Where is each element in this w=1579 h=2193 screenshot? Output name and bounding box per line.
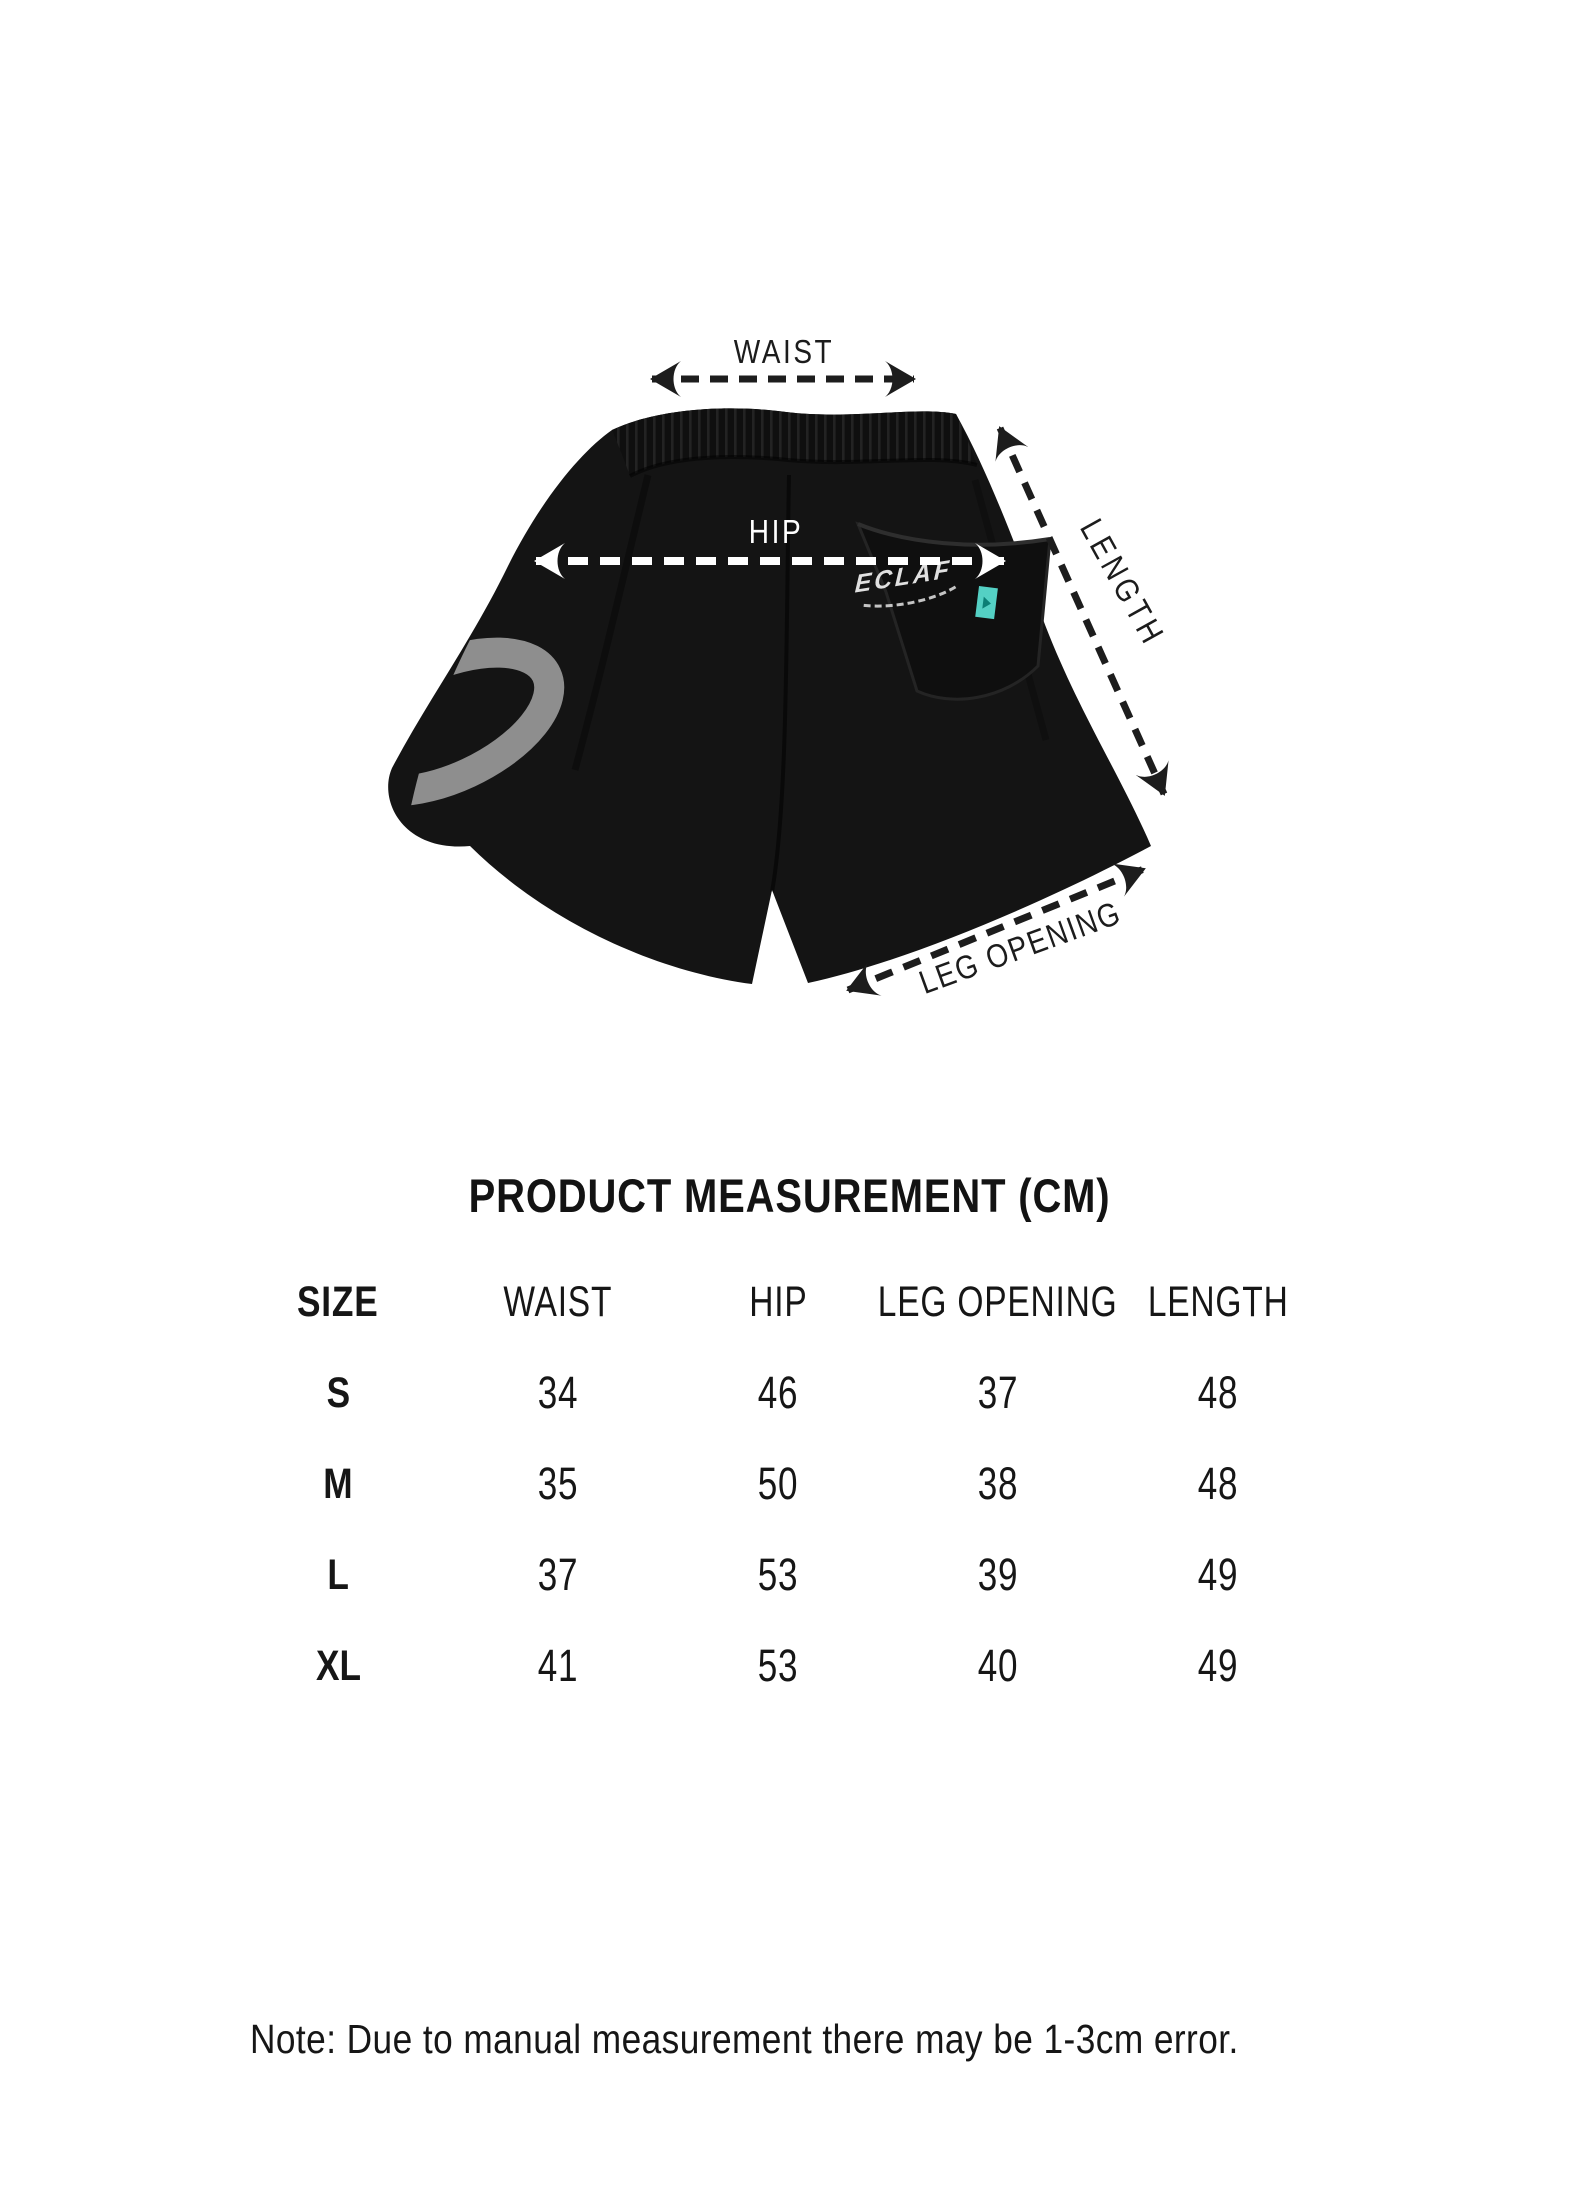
page-title-text: PRODUCT MEASUREMENT (CM) — [468, 1169, 1111, 1222]
col-header-length: LENGTH — [1147, 1277, 1289, 1326]
hip-value: 53 — [757, 1549, 799, 1600]
logo-scribble — [863, 584, 959, 608]
waist-value: 37 — [537, 1549, 579, 1600]
waist-value: 35 — [537, 1458, 579, 1509]
waist-value: 41 — [537, 1640, 579, 1691]
col-header-waist: WAIST — [503, 1277, 613, 1326]
center-seam — [770, 474, 791, 893]
length-value: 48 — [1197, 1367, 1239, 1418]
length-value: 49 — [1197, 1549, 1239, 1600]
length-value: 49 — [1197, 1640, 1239, 1691]
size-label: XL — [315, 1641, 361, 1690]
measurement-note: Note: Due to manual measurement there ma… — [250, 2016, 1400, 2063]
leg-opening-value: 39 — [977, 1549, 1019, 1600]
waist-value: 34 — [537, 1367, 579, 1418]
measurement-note-text: Note: Due to manual measurement there ma… — [250, 2016, 1239, 2062]
teal-tag — [975, 586, 998, 620]
size-label: S — [326, 1368, 350, 1417]
page-title: PRODUCT MEASUREMENT (CM) — [0, 1168, 1579, 1223]
leg-opening-arrow — [846, 863, 1146, 996]
leg-opening-value: 37 — [977, 1367, 1019, 1418]
hip-arrow-label: HIP — [749, 514, 803, 551]
shorts-measurement-figure: ECLAF WAIST HIP LENGTH LEG OPENING — [388, 334, 1172, 1001]
size-label: L — [327, 1550, 349, 1599]
col-header-leg-opening: LEG OPENING — [878, 1277, 1118, 1326]
waist-arrow-label: WAIST — [734, 334, 834, 371]
length-value: 48 — [1197, 1458, 1239, 1509]
measurement-table: SIZE WAIST HIP LEG OPENING LENGTH S 34 4… — [228, 1274, 1328, 1694]
waistband-shadow — [629, 454, 978, 478]
leg-opening-value: 38 — [977, 1458, 1019, 1509]
size-label: M — [323, 1459, 353, 1508]
leg-opening-value: 40 — [977, 1640, 1019, 1691]
hip-value: 53 — [757, 1640, 799, 1691]
wrinkle-left — [571, 474, 652, 771]
hip-value: 46 — [757, 1367, 799, 1418]
hip-value: 50 — [757, 1458, 799, 1509]
col-header-size: SIZE — [297, 1277, 379, 1326]
col-header-hip: HIP — [748, 1277, 808, 1326]
length-arrow — [995, 426, 1169, 796]
